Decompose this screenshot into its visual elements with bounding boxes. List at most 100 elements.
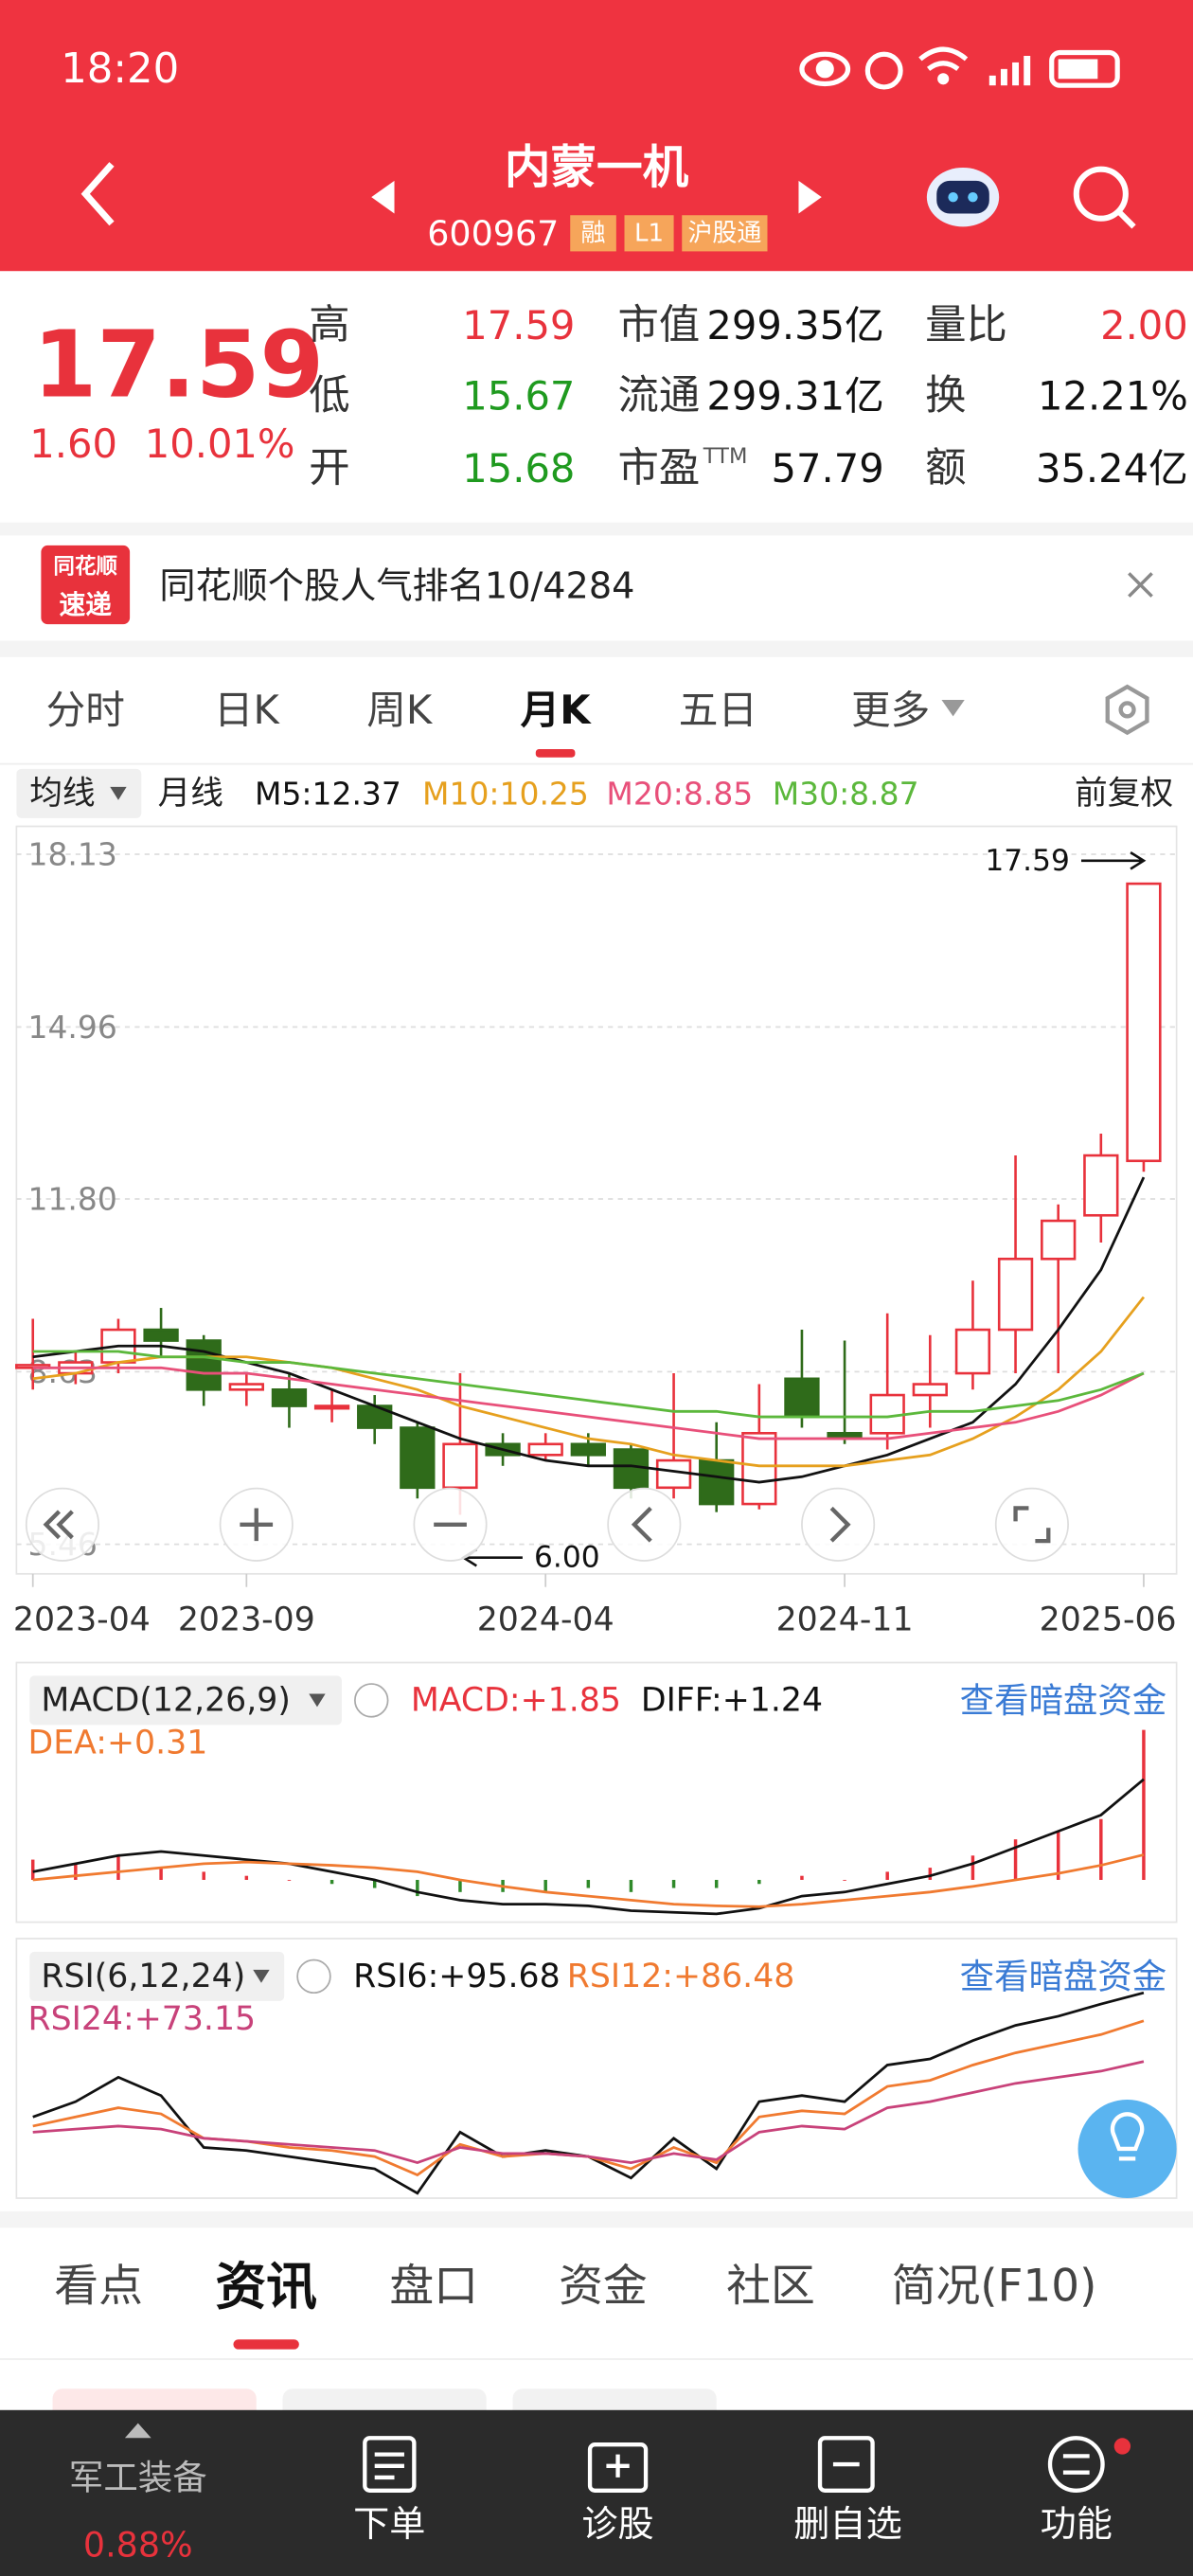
help-icon[interactable] bbox=[354, 1683, 389, 1718]
status-icons bbox=[799, 46, 1120, 90]
back-button[interactable] bbox=[80, 162, 115, 226]
tab[interactable]: 周K bbox=[366, 687, 434, 733]
price: 17.59 bbox=[33, 312, 324, 419]
stat-label: 市盈 bbox=[618, 444, 701, 492]
divider bbox=[0, 640, 1193, 657]
tab[interactable]: 五日 bbox=[679, 687, 757, 733]
rsi24: RSI24:+73.15 bbox=[28, 2000, 257, 2038]
time: 18:20 bbox=[61, 45, 179, 93]
candle-body bbox=[699, 1458, 735, 1506]
candle-body bbox=[1126, 882, 1162, 1163]
nav-label[interactable]: 功能 bbox=[1041, 2504, 1113, 2546]
ctl[interactable] bbox=[801, 1487, 876, 1562]
more-arrow bbox=[941, 699, 965, 717]
tab[interactable]: 更多 bbox=[851, 687, 930, 733]
settings-icon[interactable] bbox=[1105, 684, 1149, 736]
stat-value: 12.21% bbox=[1038, 373, 1188, 420]
x-tick-label: 2024-04 bbox=[477, 1601, 614, 1638]
stat-value: 15.67 bbox=[462, 373, 575, 420]
sector-change: 0.88% bbox=[83, 2525, 193, 2566]
sector[interactable]: 军工装备 bbox=[69, 2457, 207, 2497]
notify-dot bbox=[1113, 2438, 1131, 2455]
y-tick-label: 11.80 bbox=[28, 1181, 117, 1218]
logo-text: 同花顺 bbox=[53, 554, 117, 579]
candle-body bbox=[313, 1404, 350, 1410]
ma-line bbox=[32, 1296, 1146, 1468]
stat-label: 市值 bbox=[618, 301, 701, 349]
selector-bg[interactable] bbox=[29, 1675, 342, 1726]
period-tabs: 分时 日K 周K 月K 五日 更多 bbox=[46, 687, 931, 733]
tag: 融 bbox=[581, 219, 606, 247]
change-pct: 10.01% bbox=[145, 420, 295, 467]
link[interactable]: 查看暗盘资金 bbox=[960, 1956, 1167, 1996]
link[interactable]: 查看暗盘资金 bbox=[960, 1680, 1167, 1721]
tag-bg bbox=[624, 215, 674, 252]
candle-body bbox=[186, 1339, 222, 1391]
x-tick-label: 2024-11 bbox=[776, 1601, 914, 1638]
candle-body bbox=[271, 1388, 308, 1407]
tip-icon bbox=[1110, 2112, 1145, 2161]
candle-body bbox=[570, 1442, 606, 1457]
rsi-frame bbox=[15, 1938, 1178, 2199]
chart-frame bbox=[15, 825, 1178, 1575]
y-tick-label: 18.13 bbox=[28, 836, 117, 873]
selector[interactable]: 均线 bbox=[29, 775, 95, 813]
nav-label[interactable]: 删自选 bbox=[793, 2504, 902, 2546]
candle-body bbox=[400, 1426, 436, 1490]
search-icon[interactable] bbox=[1073, 166, 1136, 229]
tab[interactable]: 盘口 bbox=[389, 2262, 478, 2313]
candle-body bbox=[1041, 1219, 1077, 1261]
banner-text[interactable]: 同花顺个股人气排名10/4284 bbox=[159, 565, 634, 607]
ctl[interactable] bbox=[994, 1487, 1069, 1562]
candle-body bbox=[1083, 1154, 1119, 1217]
help-icon[interactable] bbox=[296, 1959, 331, 1995]
stock-name: 内蒙一机 bbox=[505, 141, 689, 194]
stat-label: 额 bbox=[925, 444, 966, 492]
nav-label[interactable]: 诊股 bbox=[581, 2504, 653, 2546]
rsi6: RSI6:+95.68 bbox=[353, 1958, 561, 1995]
ma-legend: M5:12.37 bbox=[255, 775, 401, 812]
tab-active[interactable]: 资讯 bbox=[215, 2257, 317, 2317]
max-arrow bbox=[1080, 851, 1147, 870]
candle-body bbox=[442, 1442, 478, 1490]
selector-bg[interactable] bbox=[16, 768, 142, 818]
tab[interactable]: 看点 bbox=[54, 2262, 143, 2313]
stat-label: 量比 bbox=[925, 301, 1007, 349]
diff-line bbox=[32, 1778, 1145, 1916]
ctl[interactable] bbox=[25, 1487, 99, 1562]
stat-value: 57.79 bbox=[772, 445, 884, 492]
ma-line bbox=[32, 1366, 1145, 1440]
stat-label: 换 bbox=[925, 372, 966, 420]
banner-close[interactable] bbox=[1128, 572, 1153, 598]
content-tabs: 看点 资讯 盘口 资金 社区 简况(F10) bbox=[54, 2257, 1096, 2317]
tab-active[interactable]: 月K bbox=[521, 687, 593, 733]
dea-line bbox=[32, 1853, 1145, 1908]
rsi-line bbox=[32, 2019, 1145, 2177]
divider bbox=[0, 522, 1193, 536]
tab[interactable]: 日K bbox=[214, 687, 281, 733]
macd-title[interactable]: MACD(12,26,9) bbox=[41, 1681, 291, 1719]
stat-label: 低 bbox=[309, 372, 349, 420]
up-arrow bbox=[124, 2423, 151, 2439]
tab[interactable]: 分时 bbox=[46, 687, 125, 733]
macd-frame bbox=[15, 1661, 1178, 1923]
stat-label: 开 bbox=[309, 444, 349, 492]
selector-bg[interactable] bbox=[29, 1951, 285, 2001]
nav-label[interactable]: 下单 bbox=[353, 2504, 425, 2546]
adjust[interactable]: 前复权 bbox=[1075, 775, 1173, 813]
rsi-title[interactable]: RSI(6,12,24) bbox=[41, 1958, 245, 1995]
x-tick-label: 2023-04 bbox=[13, 1601, 151, 1638]
diff-value: DIFF:+1.24 bbox=[641, 1681, 823, 1719]
tab[interactable]: 社区 bbox=[726, 2262, 815, 2313]
tab[interactable]: 资金 bbox=[559, 2262, 648, 2313]
tab-underline bbox=[535, 749, 576, 758]
ctl[interactable] bbox=[607, 1487, 682, 1562]
x-tick-label: 2025-06 bbox=[1040, 1601, 1177, 1638]
change: 1.60 bbox=[29, 420, 117, 467]
divider bbox=[0, 2210, 1193, 2228]
tab[interactable]: 简况(F10) bbox=[892, 2262, 1097, 2313]
assistant-icon[interactable] bbox=[926, 167, 1000, 227]
candle-body bbox=[912, 1383, 948, 1397]
